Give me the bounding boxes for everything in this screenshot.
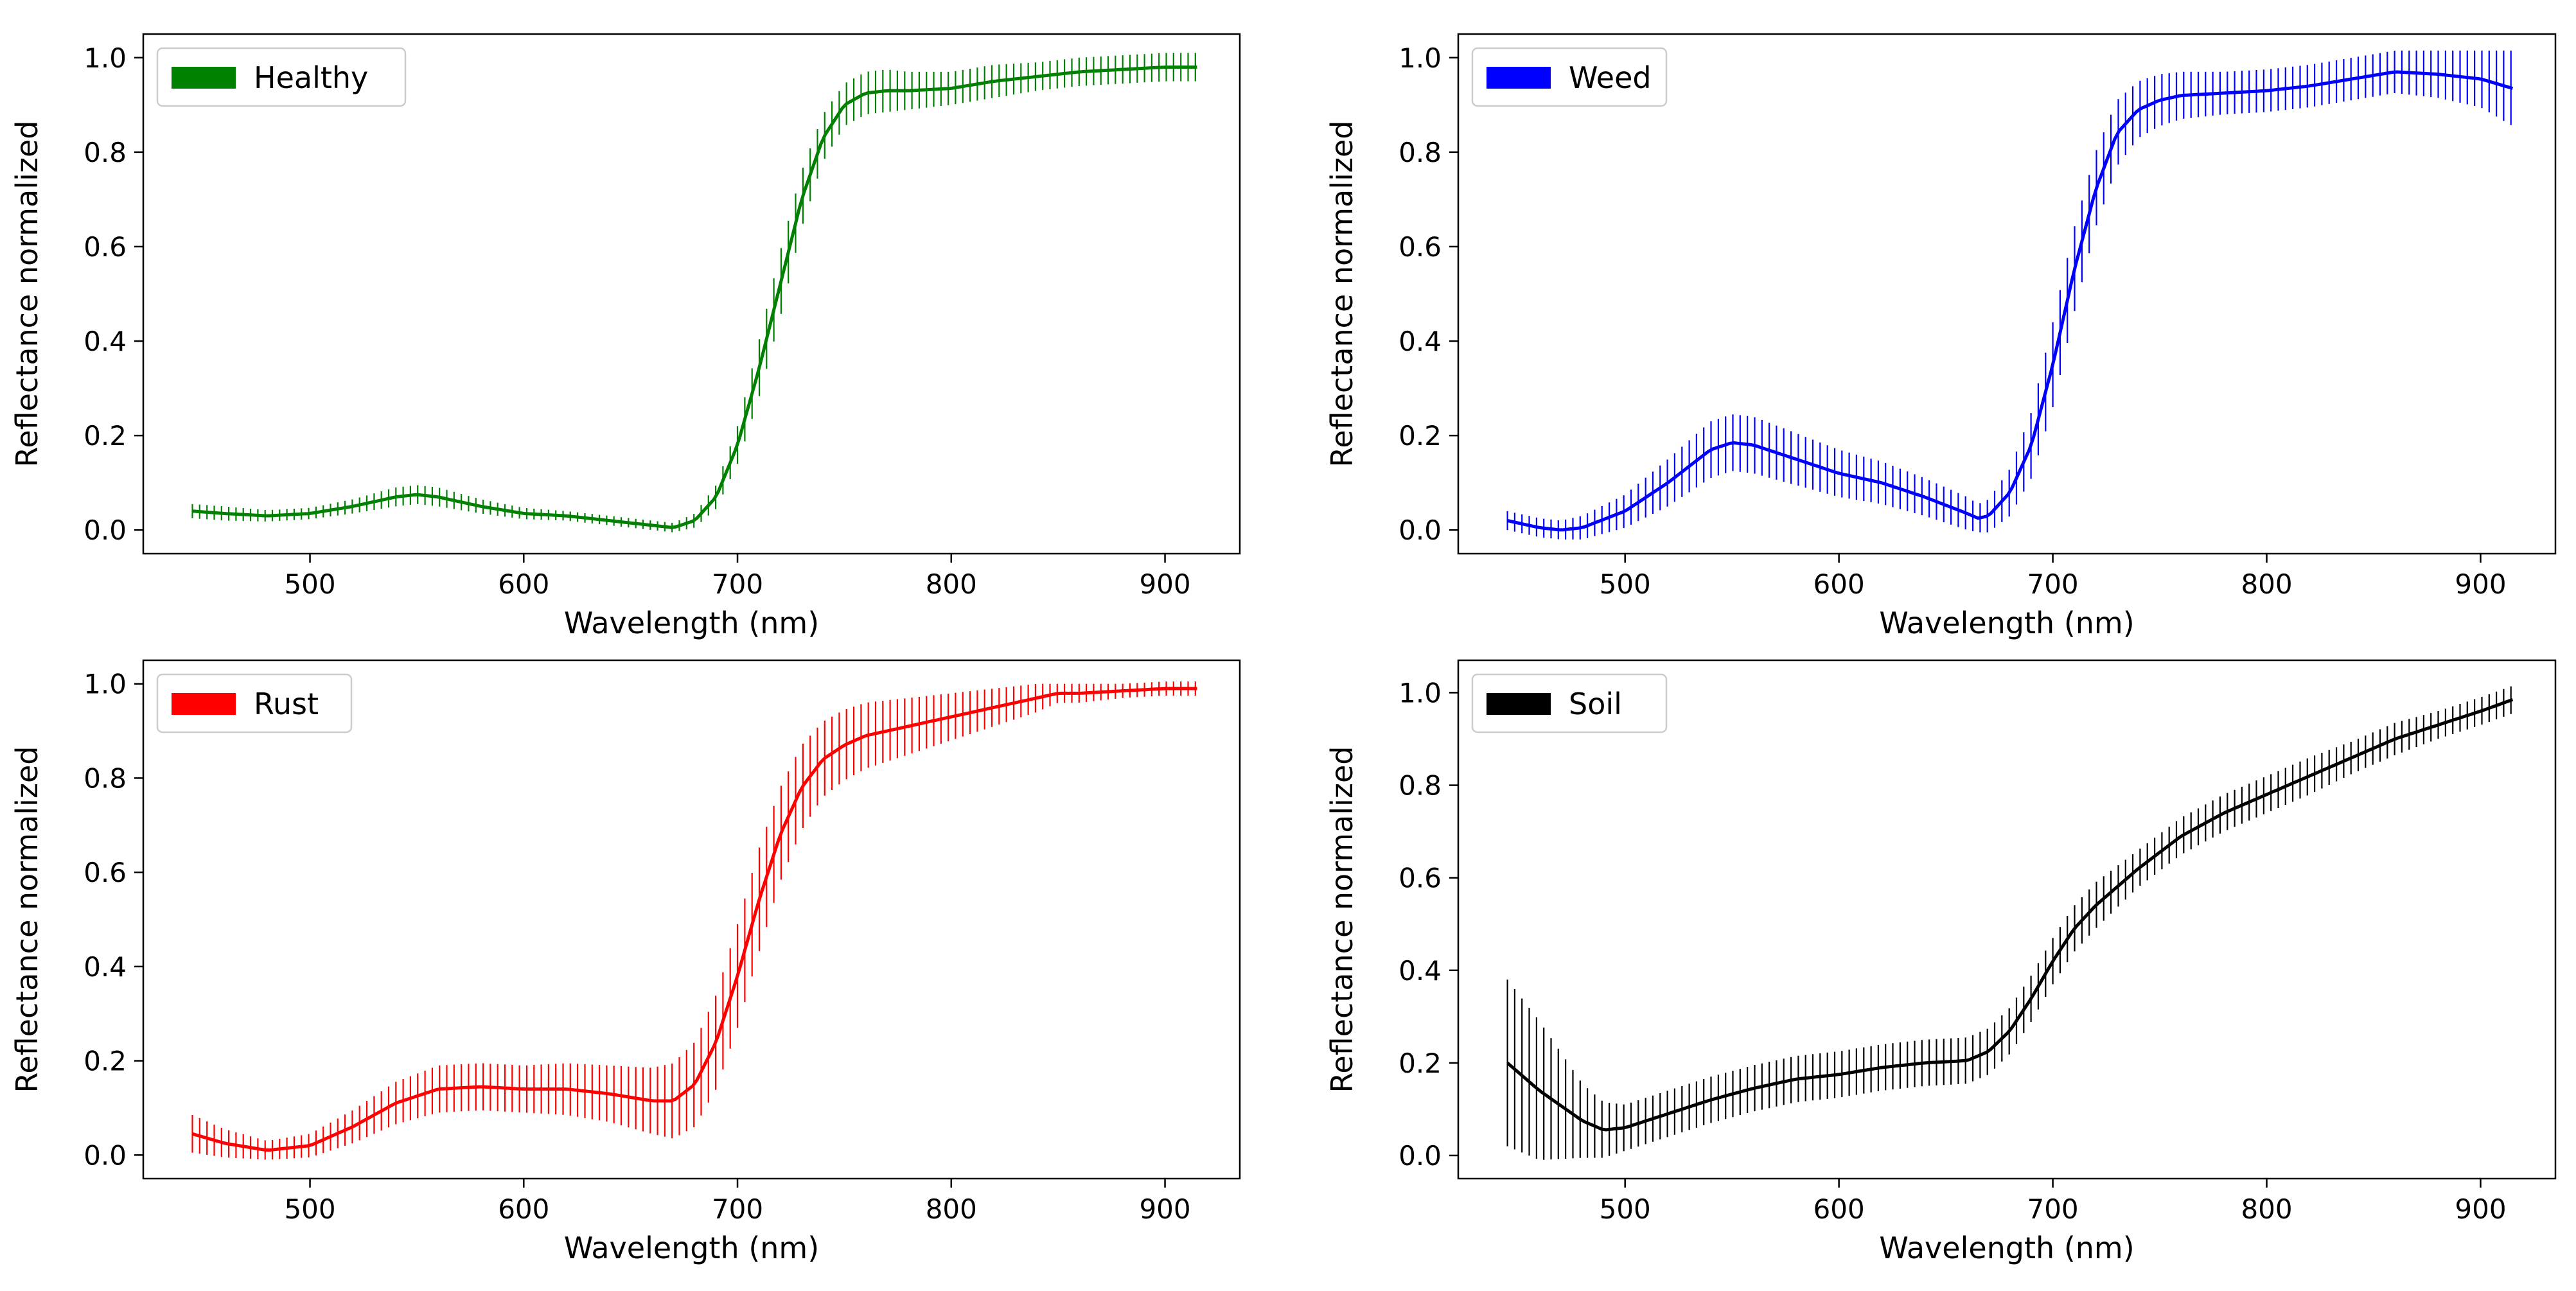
x-axis-label: Wavelength (nm) [1879,606,2134,640]
y-tick-label: 0.6 [84,231,127,263]
y-tick-label: 0.2 [1398,420,1442,452]
y-tick-label: 0.4 [1398,955,1442,987]
legend: Rust [156,673,353,733]
x-tick-label: 700 [712,1193,763,1225]
y-tick-label: 0.2 [84,420,127,452]
legend-swatch [1486,693,1551,715]
x-tick-label: 700 [2027,1193,2078,1225]
chart-panel-4: 500 600 700 800 900 0.0 0.2 0.4 0.6 0.8 1.0 Wavelen… [1325,659,2557,1265]
series-line-weed [1507,70,2514,532]
y-tick-label: 0.0 [84,1139,127,1171]
legend-label: Healthy [254,60,368,95]
y-tick-label: 0.8 [84,137,127,168]
legend-swatch [172,67,236,89]
axes-frame [142,33,1241,555]
x-tick-label: 700 [2027,568,2078,600]
y-tick-label: 0.2 [1398,1048,1442,1079]
y-tick-label: 1.0 [84,669,127,700]
x-tick-label: 900 [2455,1193,2506,1225]
legend: Soil [1471,673,1668,733]
legend-label: Soil [1569,687,1622,721]
x-tick-label: 500 [1600,1193,1651,1225]
legend-box [1471,673,1668,733]
legend-label: Rust [254,687,319,721]
x-axis-label: Wavelength (nm) [564,1231,819,1265]
axes-frame [1457,659,2557,1180]
y-tick-label: 0.6 [84,857,127,888]
series-line-healthy [192,66,1197,529]
legend-box [156,47,407,107]
x-tick-label: 600 [1813,1193,1865,1225]
y-tick-label: 0.6 [1398,231,1442,263]
y-tick-label: 0.4 [1398,326,1442,357]
legend-swatch [1486,67,1551,89]
axes-frame [1457,33,2557,555]
y-tick-label: 0.8 [84,762,127,794]
x-tick-label: 800 [2241,1193,2292,1225]
x-tick-label: 800 [2241,568,2292,600]
x-tick-label: 600 [1813,568,1865,600]
x-tick-label: 900 [2455,568,2506,600]
y-axis-label: Reflectance normalized [1325,121,1359,468]
x-tick-label: 500 [284,1193,335,1225]
x-tick-label: 800 [926,568,977,600]
legend-box [1471,47,1668,107]
chart-panel-1: 500 600 700 800 900 0.0 0.2 0.4 0.6 0.8 1.0 Wavelen… [10,33,1241,640]
y-tick-label: 1.0 [1398,42,1442,74]
x-tick-label: 600 [498,1193,549,1225]
axes-frame [142,659,1241,1180]
legend: Healthy [156,47,407,107]
x-tick-label: 500 [1600,568,1651,600]
y-tick-label: 0.4 [84,951,127,983]
y-tick-label: 0.8 [1398,137,1442,168]
x-tick-label: 800 [926,1193,977,1225]
y-tick-label: 0.6 [1398,863,1442,894]
x-axis-label: Wavelength (nm) [1879,1231,2134,1265]
y-tick-label: 0.4 [84,326,127,357]
y-tick-label: 1.0 [1398,677,1442,708]
legend: Weed [1471,47,1668,107]
x-tick-label: 900 [1139,568,1190,600]
y-axis-label: Reflectance normalized [1325,746,1359,1093]
chart-panel-2: 500 600 700 800 900 0.0 0.2 0.4 0.6 0.8 1.0 Wavelen… [1325,33,2557,640]
x-tick-label: 500 [284,568,335,600]
y-tick-label: 1.0 [84,42,127,74]
y-axis-label: Reflectance normalized [10,746,44,1093]
x-tick-label: 600 [498,568,549,600]
x-tick-label: 700 [712,568,763,600]
y-tick-label: 0.0 [1398,1140,1442,1172]
legend-label: Weed [1569,60,1652,95]
y-tick-label: 0.0 [84,514,127,546]
chart-panel-3: 500 600 700 800 900 0.0 0.2 0.4 0.6 0.8 1.0 Wavelen… [10,659,1241,1265]
legend-swatch [172,693,236,715]
x-axis-label: Wavelength (nm) [564,606,819,640]
legend-box [156,673,353,733]
y-axis-label: Reflectance normalized [10,121,44,468]
series-line-rust [191,687,1197,1152]
y-tick-label: 0.8 [1398,770,1442,802]
series-line-soil [1506,698,2514,1132]
y-tick-label: 0.0 [1398,514,1442,546]
y-tick-label: 0.2 [84,1046,127,1077]
x-tick-label: 900 [1139,1193,1190,1225]
